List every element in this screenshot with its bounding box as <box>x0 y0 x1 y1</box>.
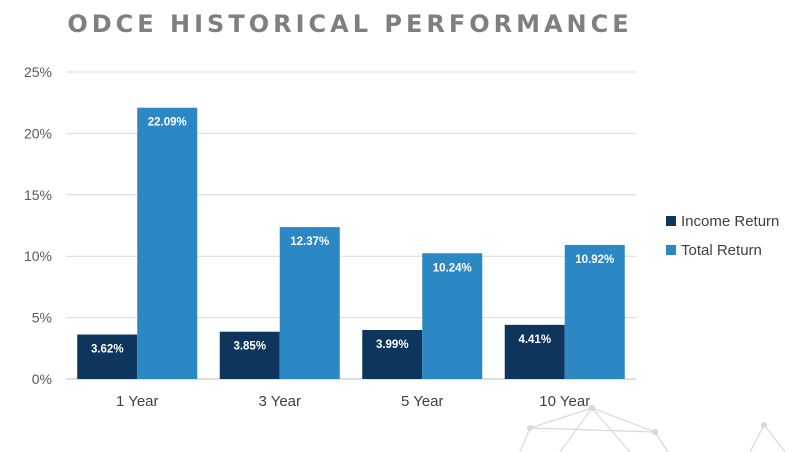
legend-swatch <box>666 245 676 255</box>
bar-total-return <box>279 227 340 379</box>
y-tick-label: 15% <box>24 187 52 203</box>
data-label: 4.41% <box>518 334 551 346</box>
y-tick-label: 0% <box>32 371 52 387</box>
data-label: 12.37% <box>290 236 329 248</box>
legend-label: Income Return <box>681 213 779 230</box>
bar-income-return <box>504 324 565 379</box>
data-label: 10.92% <box>575 254 614 266</box>
decorative-network-graphic <box>519 404 786 452</box>
y-tick-label: 20% <box>24 125 52 141</box>
data-label: 3.85% <box>233 341 266 353</box>
data-label: 10.24% <box>433 262 472 274</box>
x-category-label: 3 Year <box>258 393 301 410</box>
x-category-label: 10 Year <box>539 393 590 410</box>
bar-total-return <box>564 244 625 379</box>
bar-income-return <box>219 331 280 379</box>
legend-swatch <box>666 216 676 226</box>
bar-income-return <box>362 330 423 379</box>
x-category-label: 1 Year <box>116 393 159 410</box>
data-label: 22.09% <box>148 117 187 129</box>
y-tick-label: 25% <box>24 64 52 80</box>
chart-title: ODCE HISTORICAL PERFORMANCE <box>67 10 633 38</box>
data-label: 3.62% <box>91 344 124 356</box>
x-category-label: 5 Year <box>401 393 444 410</box>
y-tick-label: 10% <box>24 248 52 264</box>
data-label: 3.99% <box>376 339 409 351</box>
y-tick-label: 5% <box>32 310 52 326</box>
bar-total-return <box>422 253 483 379</box>
bar-total-return <box>137 107 198 379</box>
legend-label: Total Return <box>681 242 762 259</box>
bar-income-return <box>77 334 138 379</box>
